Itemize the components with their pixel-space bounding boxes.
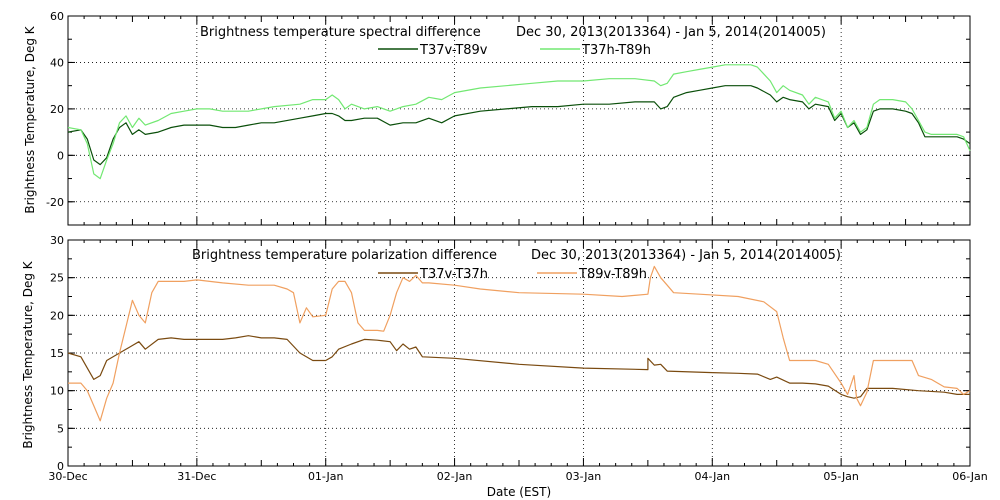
x-tick-label: 31-Dec [177,470,216,483]
ticks: -20 0 20 40 60 [46,10,971,226]
y-tick-label: 40 [50,56,64,69]
chart-title: Brightness temperature polarization diff… [192,248,497,263]
polarization-difference-panel: 0 5 10 15 20 25 30 30-Dec 31-Dec 01-Jan 02-Jan 03-J… [21,234,988,499]
y-tick-label: 60 [50,10,64,23]
x-tick-label: 02-Jan [437,470,473,483]
series-lines [67,265,971,422]
legend-label-0: T37v-T37h [419,267,488,282]
series-line-T37v-T89v [67,85,971,166]
x-tick-label: 03-Jan [566,470,602,483]
grid [68,240,970,466]
y-axis-label: Brightness Temperature, Deg K [21,260,35,448]
y-tick-label: 10 [50,385,64,398]
legend-label-1: T37h-T89h [581,43,651,58]
series-line-T89v-T89h [68,265,971,422]
y-tick-label: 20 [50,103,64,116]
grid [68,16,970,225]
spectral-difference-panel: -20 0 20 40 60 Brightness temperature spectr… [23,10,971,226]
y-tick-label: 0 [57,460,64,473]
y-tick-label: 30 [50,234,64,247]
y-tick-label: 5 [57,422,64,435]
series-lines [67,64,971,180]
y-tick-label: -20 [46,196,64,209]
legend-label-1: T89v-T89h [578,267,647,282]
x-axis-label: Date (EST) [487,485,551,499]
plot-frame [67,239,971,467]
x-tick-label: 05-Jan [823,470,859,483]
y-tick-label: 0 [57,149,64,162]
series-line-T37v-T37h [67,335,970,399]
series-line-T37h-T89h [67,64,971,180]
legend-label-0: T37v-T89v [419,43,488,58]
y-axis-label: Brightness Temperature, Deg K [23,25,37,213]
y-tick-label: 25 [50,272,64,285]
chart-title: Brightness temperature spectral differen… [200,25,481,40]
x-tick-label: 30-Dec [48,470,87,483]
x-tick-label: 06-Jan [952,470,988,483]
date-range: Dec 30, 2013(2013364) - Jan 5, 2014(2014… [516,25,826,40]
date-range: Dec 30, 2013(2013364) - Jan 5, 2014(2014… [531,248,841,263]
y-tick-label: 20 [50,309,64,322]
y-tick-label: 15 [50,347,64,360]
x-tick-label: 04-Jan [695,470,731,483]
x-tick-label: 01-Jan [308,470,344,483]
ticks: 0 5 10 15 20 25 30 30-Dec 31-Dec 01-Jan 02-Jan 03-J… [48,234,987,483]
